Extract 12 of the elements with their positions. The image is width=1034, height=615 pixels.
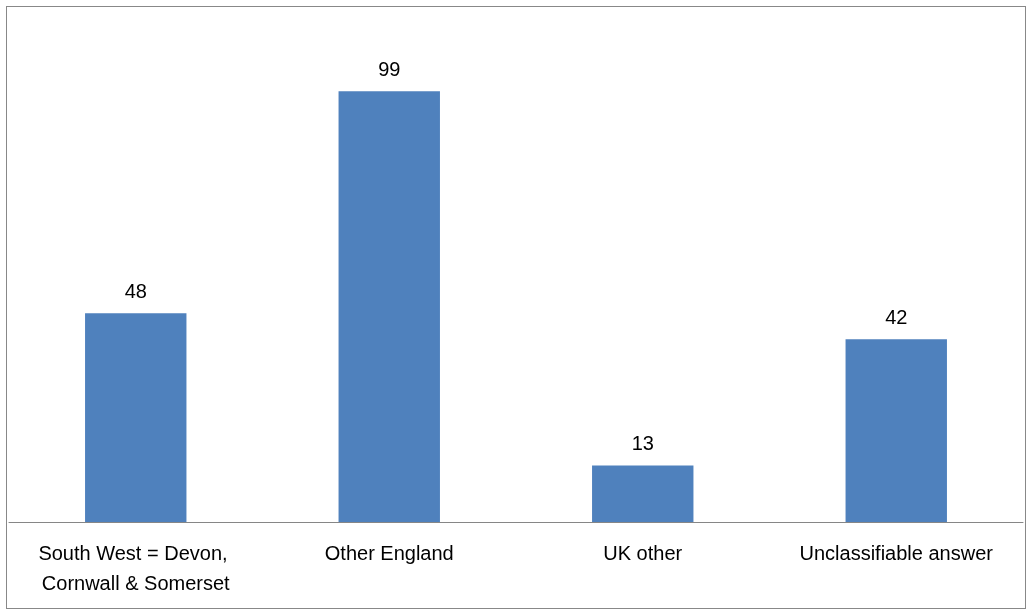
x-tick-label: Unclassifiable answer — [799, 542, 994, 564]
bar — [845, 339, 947, 522]
bar — [592, 465, 694, 522]
data-label: 48 — [124, 280, 147, 303]
data-label: 13 — [631, 432, 654, 455]
bar — [338, 91, 440, 522]
data-label: 42 — [885, 306, 908, 329]
data-label: 99 — [378, 58, 401, 81]
x-tick-label: Other England — [324, 542, 454, 564]
x-tick-label: South West = Devon, Cornwall & Somerset — [38, 542, 234, 594]
bar — [85, 313, 187, 522]
x-tick-label: UK other — [603, 542, 683, 564]
